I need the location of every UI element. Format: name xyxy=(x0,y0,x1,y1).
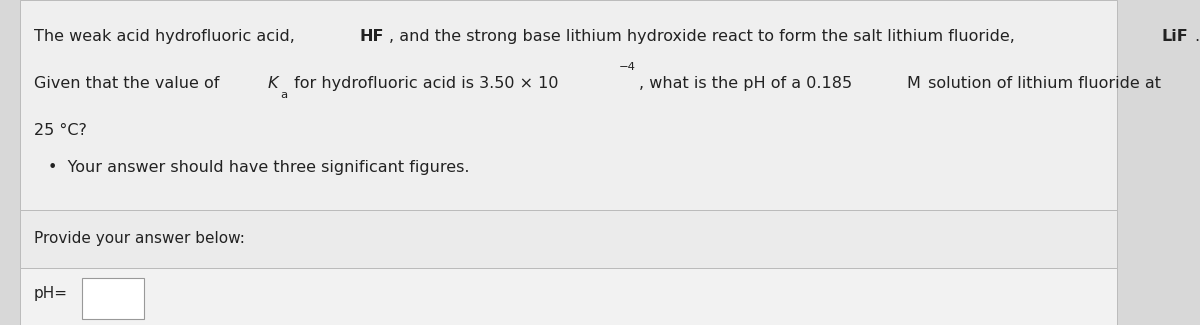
Text: •  Your answer should have three significant figures.: • Your answer should have three signific… xyxy=(48,160,469,175)
FancyBboxPatch shape xyxy=(20,0,1117,210)
Text: solution of lithium fluoride at: solution of lithium fluoride at xyxy=(923,76,1160,91)
Text: Provide your answer below:: Provide your answer below: xyxy=(34,231,245,246)
Text: , and the strong base lithium hydroxide react to form the salt lithium fluoride,: , and the strong base lithium hydroxide … xyxy=(390,29,1020,44)
Text: for hydrofluoric acid is 3.50 × 10: for hydrofluoric acid is 3.50 × 10 xyxy=(289,76,558,91)
Text: M: M xyxy=(906,76,919,91)
Text: a: a xyxy=(280,90,287,100)
Text: −4: −4 xyxy=(618,62,635,72)
Text: HF: HF xyxy=(360,29,384,44)
FancyBboxPatch shape xyxy=(20,268,1117,325)
Text: 25 °C?: 25 °C? xyxy=(34,123,86,138)
Text: The weak acid hydrofluoric acid,: The weak acid hydrofluoric acid, xyxy=(34,29,300,44)
Text: K: K xyxy=(268,76,277,91)
Text: .: . xyxy=(1194,29,1199,44)
Text: , what is the pH of a 0.185: , what is the pH of a 0.185 xyxy=(638,76,857,91)
Text: LiF: LiF xyxy=(1162,29,1188,44)
FancyBboxPatch shape xyxy=(20,210,1117,268)
Text: pH=: pH= xyxy=(34,286,68,301)
FancyBboxPatch shape xyxy=(82,278,144,318)
Text: Given that the value of: Given that the value of xyxy=(34,76,224,91)
